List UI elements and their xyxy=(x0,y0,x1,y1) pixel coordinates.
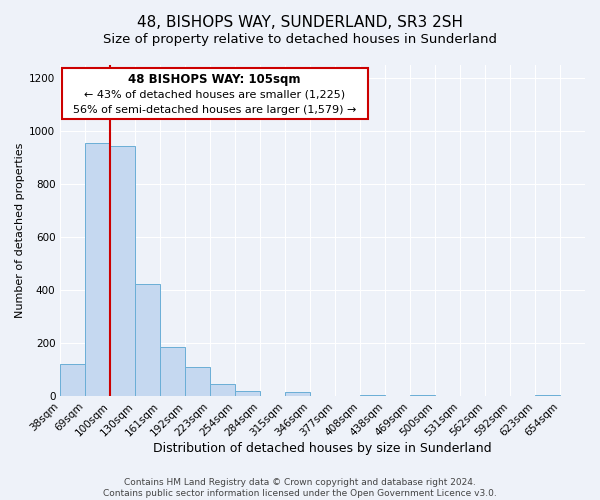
Y-axis label: Number of detached properties: Number of detached properties xyxy=(15,143,25,318)
Bar xyxy=(235,391,260,396)
Text: ← 43% of detached houses are smaller (1,225): ← 43% of detached houses are smaller (1,… xyxy=(84,90,345,100)
Bar xyxy=(110,146,135,396)
Text: Contains HM Land Registry data © Crown copyright and database right 2024.
Contai: Contains HM Land Registry data © Crown c… xyxy=(103,478,497,498)
Text: 48 BISHOPS WAY: 105sqm: 48 BISHOPS WAY: 105sqm xyxy=(128,72,301,86)
Bar xyxy=(410,395,435,396)
Text: 56% of semi-detached houses are larger (1,579) →: 56% of semi-detached houses are larger (… xyxy=(73,105,356,115)
Bar xyxy=(160,347,185,396)
FancyBboxPatch shape xyxy=(62,68,368,120)
Bar xyxy=(210,384,235,396)
Bar xyxy=(535,395,560,396)
Text: Size of property relative to detached houses in Sunderland: Size of property relative to detached ho… xyxy=(103,32,497,46)
Bar xyxy=(135,284,160,396)
Text: 48, BISHOPS WAY, SUNDERLAND, SR3 2SH: 48, BISHOPS WAY, SUNDERLAND, SR3 2SH xyxy=(137,15,463,30)
Bar xyxy=(185,367,210,396)
Bar xyxy=(85,143,110,396)
Bar xyxy=(60,364,85,396)
Bar xyxy=(360,395,385,396)
X-axis label: Distribution of detached houses by size in Sunderland: Distribution of detached houses by size … xyxy=(154,442,492,455)
Bar xyxy=(285,392,310,396)
